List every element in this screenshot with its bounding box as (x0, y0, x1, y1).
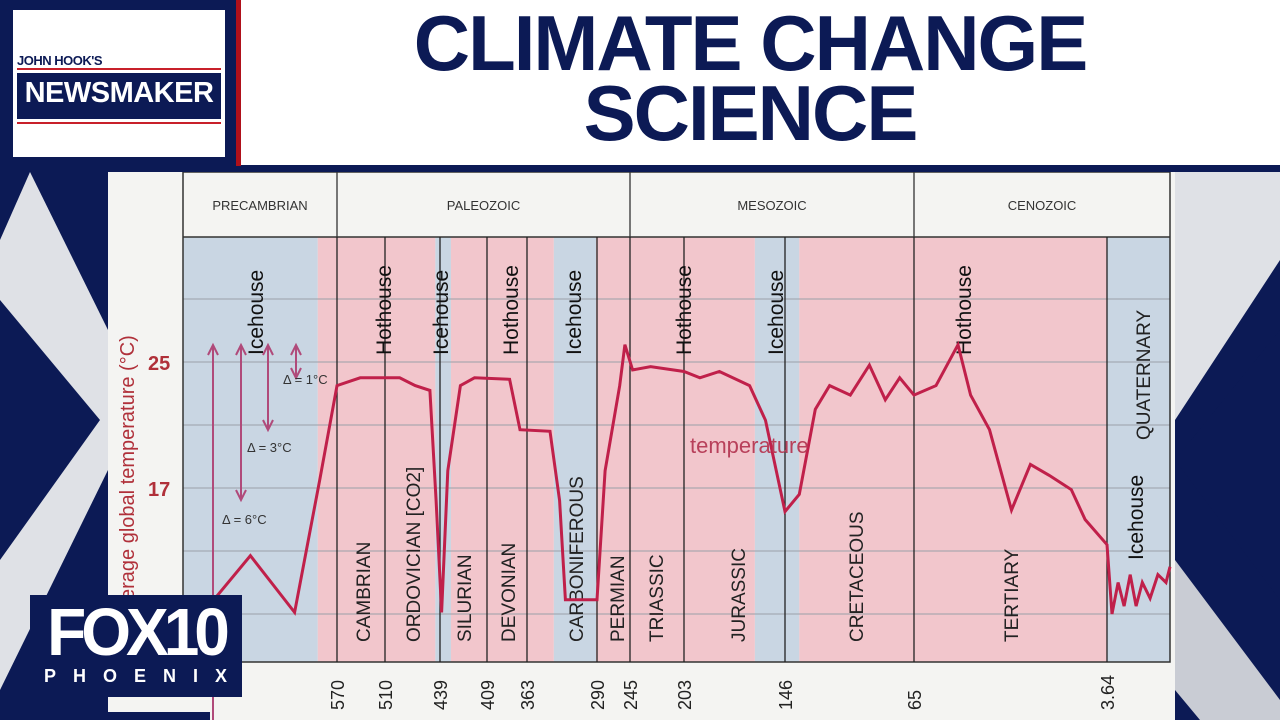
period-label: PERMIAN (608, 555, 629, 642)
regime-band-hothouse (596, 237, 755, 662)
arrow-head (290, 367, 302, 381)
page-title: CLIMATE CHANGE SCIENCE (245, 0, 1255, 157)
y-tick-17: 17 (148, 479, 170, 501)
delta-label: Δ = 1°C (283, 372, 328, 387)
period-label: SILURIAN (455, 554, 476, 642)
regime-label-hothouse: Hothouse (373, 265, 396, 355)
logo-red-stripe (236, 0, 241, 166)
temperature-curve (212, 340, 1172, 616)
era-label: PALEOZOIC (447, 198, 520, 213)
era-label: MESOZOIC (737, 198, 806, 213)
era-label: PRECAMBRIAN (212, 198, 307, 213)
period-label: CRETACEOUS (847, 511, 868, 642)
x-tick-label: 570 (328, 680, 348, 710)
regime-band-hothouse (450, 237, 554, 662)
period-label: TERTIARY (1002, 548, 1023, 642)
regime-label-icehouse: Icehouse (245, 270, 268, 355)
logo-subtitle: JOHN HOOK'S (17, 53, 103, 68)
regime-label-icehouse: Icehouse (1125, 475, 1148, 560)
x-tick-label: 245 (621, 680, 641, 710)
arrow-head (262, 342, 274, 356)
regime-label-icehouse: Icehouse (765, 270, 788, 355)
regime-band-hothouse (799, 237, 1107, 662)
arrow-head (207, 342, 219, 356)
regime-label-hothouse: Hothouse (500, 265, 523, 355)
regime-label-icehouse: Icehouse (563, 270, 586, 355)
regime-label-hothouse: Hothouse (953, 265, 976, 355)
period-label: ORDOVICIAN [CO2] (404, 467, 425, 642)
station-logo: FOX10 PHOENIX (30, 595, 242, 697)
series-label-temperature: temperature (690, 433, 809, 458)
title-line-1: CLIMATE CHANGE (413, 0, 1089, 87)
arrow-head (262, 419, 274, 433)
regime-label-icehouse: Icehouse (430, 270, 453, 355)
period-label: CARBONIFEROUS (567, 476, 588, 642)
regime-band-icehouse (553, 237, 597, 662)
x-tick-label: 3.64 (1098, 675, 1118, 710)
arrow-head (235, 342, 247, 356)
title-line-2: SCIENCE (583, 69, 919, 157)
header-divider (0, 165, 1280, 172)
y-tick-25: 25 (148, 353, 170, 375)
period-label: QUATERNARY (1134, 309, 1155, 440)
lower-bar (108, 712, 210, 720)
station-logo-main: FOX10 (47, 594, 230, 670)
arrow-head (290, 342, 302, 356)
period-label: JURASSIC (729, 548, 750, 642)
show-logo: JOHN HOOK'S NEWSMAKER (0, 0, 236, 168)
x-tick-label: 439 (431, 680, 451, 710)
x-tick-label: 290 (588, 680, 608, 710)
x-tick-label: 409 (478, 680, 498, 710)
era-label: CENOZOIC (1008, 198, 1077, 213)
period-label: CAMBRIAN (354, 542, 375, 642)
x-tick-label: 65 (905, 690, 925, 710)
arrow-head (235, 489, 247, 503)
y-axis-label: erage global temperature (°C) (117, 335, 139, 600)
plot-frame (182, 171, 1171, 663)
x-tick-label: 203 (675, 680, 695, 710)
period-label: TRIASSIC (647, 554, 668, 642)
regime-label-hothouse: Hothouse (673, 265, 696, 355)
period-label: DEVONIAN (499, 543, 520, 642)
station-logo-city: PHOENIX (44, 666, 245, 686)
regime-band-icehouse (754, 237, 800, 662)
regime-band-icehouse (183, 237, 318, 662)
x-tick-label: 146 (776, 680, 796, 710)
logo-title: NEWSMAKER (17, 73, 221, 119)
delta-label: Δ = 6°C (222, 512, 267, 527)
x-tick-label: 510 (376, 680, 396, 710)
x-tick-label: 363 (518, 680, 538, 710)
delta-label: Δ = 3°C (247, 440, 292, 455)
